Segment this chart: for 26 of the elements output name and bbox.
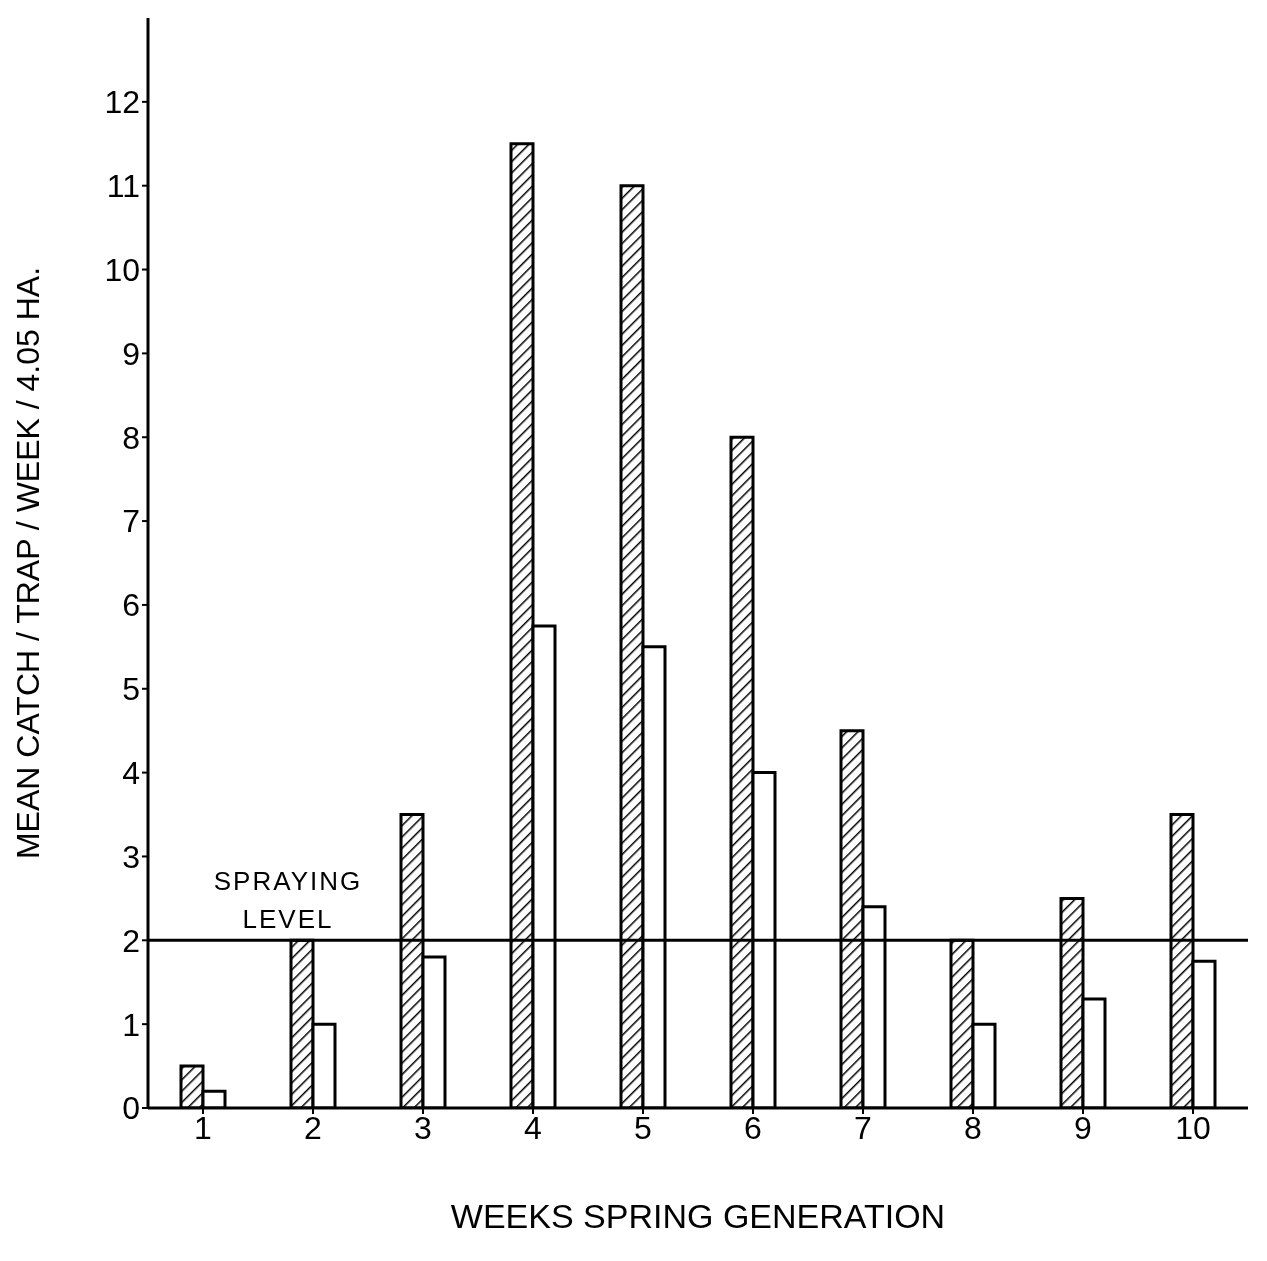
x-tick-label: 4 xyxy=(524,1109,542,1146)
x-axis-title: WEEKS SPRING GENERATION xyxy=(450,1197,946,1235)
x-tick-label: 3 xyxy=(414,1109,432,1146)
y-tick-label: 10 xyxy=(104,251,140,288)
x-tick-label: 1 xyxy=(194,1109,212,1146)
x-tick-label: 8 xyxy=(964,1109,982,1146)
y-tick-label: 9 xyxy=(122,335,140,372)
x-tick-label: 7 xyxy=(854,1109,872,1146)
y-tick-label: 6 xyxy=(122,587,140,624)
x-tick-label: 5 xyxy=(634,1109,652,1146)
ref-line-label: SPRAYING LEVEL xyxy=(213,866,363,935)
x-tick-label: 2 xyxy=(304,1109,322,1146)
y-tick-label: 11 xyxy=(106,168,140,205)
x-tick-label: 9 xyxy=(1074,1109,1092,1146)
y-tick-label: 5 xyxy=(122,671,140,708)
y-tick-label: 4 xyxy=(122,754,140,791)
y-tick-label: 2 xyxy=(122,922,140,959)
x-tick-label: 10 xyxy=(1175,1109,1211,1146)
y-tick-label: 7 xyxy=(122,503,140,540)
y-tick-label: 0 xyxy=(122,1090,140,1127)
y-tick-label: 8 xyxy=(122,419,140,456)
x-tick-label: 6 xyxy=(744,1109,762,1146)
y-tick-label: 12 xyxy=(104,84,140,121)
y-tick-label: 1 xyxy=(122,1006,140,1043)
y-tick-label: 3 xyxy=(122,838,140,875)
y-axis-title: MEAN CATCH / TRAP / WEEK / 4.05 HA. xyxy=(10,266,47,860)
